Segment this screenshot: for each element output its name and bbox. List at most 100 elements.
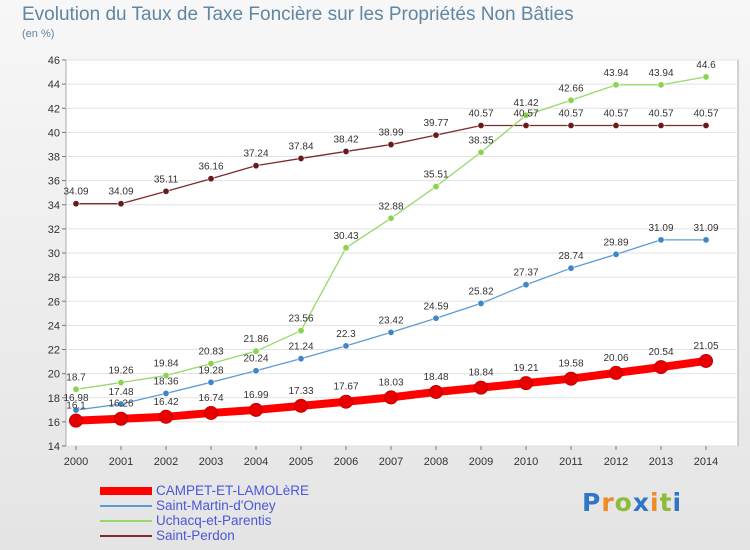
data-point [162,187,170,195]
data-label: 18.48 [423,372,448,383]
data-label: 16.1 [66,401,86,412]
chart-unit-label: (en %) [22,28,55,40]
data-label: 44.6 [696,60,716,71]
data-point [249,402,263,417]
data-point [339,394,353,409]
proxiti-logo: Proxiti [582,488,682,517]
data-point [474,380,488,395]
x-tick-label: 2000 [64,456,88,468]
data-point [522,121,530,129]
legend-label: Saint-Perdon [156,528,235,543]
data-label: 28.74 [558,251,583,262]
x-tick-label: 2002 [154,456,178,468]
data-point [477,299,485,307]
data-label: 18.7 [66,372,86,383]
data-point [207,360,215,368]
data-point [294,398,308,413]
data-point [612,81,620,89]
data-point [519,376,533,391]
y-tick-label: 14 [48,441,60,453]
data-label: 42.66 [558,83,583,94]
data-point [117,379,125,387]
data-point [477,121,485,129]
data-label: 18.03 [378,377,403,388]
y-tick-label: 46 [48,55,60,67]
legend-swatch [100,520,152,522]
data-label: 21.05 [693,341,718,352]
data-label: 30.43 [333,231,358,242]
logo-letter: r [601,488,615,517]
data-point [117,400,125,408]
data-label: 18.84 [468,368,493,379]
data-label: 25.82 [468,286,493,297]
data-point [612,250,620,258]
legend-label: Saint-Martin-d'Oney [156,498,276,513]
y-tick-label: 26 [48,296,60,308]
data-label: 35.11 [154,174,179,185]
y-tick-label: 30 [48,248,60,260]
series-lines [69,73,713,428]
x-tick-label: 2009 [469,456,493,468]
data-point [72,385,80,393]
data-label: 40.57 [468,108,493,119]
data-point [567,96,575,104]
y-tick-label: 44 [48,79,60,91]
logo-letter: P [582,488,602,517]
data-label: 19.26 [108,366,133,377]
y-tick-label: 24 [48,320,60,332]
data-label: 19.21 [513,363,538,374]
data-label: 40.57 [648,108,673,119]
data-label: 32.88 [378,201,403,212]
x-tick-label: 2006 [334,456,358,468]
data-point [342,342,350,350]
data-label: 43.94 [648,68,673,79]
data-label: 16.74 [198,393,223,404]
x-tick-label: 2007 [379,456,403,468]
data-label: 34.09 [108,187,133,198]
data-point [387,214,395,222]
axes: 14 16 18 20 22 24 26 28 30 32 34 36 38 40 42 44 46 2000 20… [48,55,718,468]
logo-letter: i [650,488,660,517]
y-tick-label: 32 [48,224,60,236]
legend-swatch [100,535,152,537]
x-tick-label: 2008 [424,456,448,468]
y-tick-label: 16 [48,417,60,429]
data-point [657,236,665,244]
x-tick-label: 2005 [289,456,313,468]
data-label: 20.83 [198,347,223,358]
y-tick-label: 28 [48,272,60,284]
data-point [384,390,398,405]
data-label: 34.09 [63,187,88,198]
data-label: 19.58 [558,359,583,370]
y-tick-label: 18 [48,393,60,405]
data-point [342,244,350,252]
data-point [429,384,443,399]
data-point [522,281,530,289]
data-point [297,154,305,162]
data-label: 41.42 [513,98,538,109]
data-label: 21.86 [243,334,268,345]
data-label: 16.99 [243,390,268,401]
x-tick-label: 2003 [199,456,223,468]
y-tick-label: 36 [48,176,60,188]
data-label: 40.57 [558,108,583,119]
data-point [297,355,305,363]
data-label: 37.24 [243,149,268,160]
data-point [162,389,170,397]
y-tick-label: 34 [48,200,60,212]
data-label: 39.77 [423,118,448,129]
data-label: 16.42 [153,397,178,408]
data-label: 35.51 [423,170,448,181]
data-point [387,141,395,149]
logo-letter: t [659,488,673,517]
data-point [162,372,170,380]
legend-label: Uchacq-et-Parentis [156,513,272,528]
data-point [207,175,215,183]
chart-title: Evolution du Taux de Taxe Foncière sur l… [22,4,574,25]
x-tick-label: 2011 [559,456,583,468]
data-label: 23.42 [378,315,403,326]
data-point [204,405,218,420]
data-label: 40.57 [513,108,538,119]
data-label: 17.67 [333,382,358,393]
